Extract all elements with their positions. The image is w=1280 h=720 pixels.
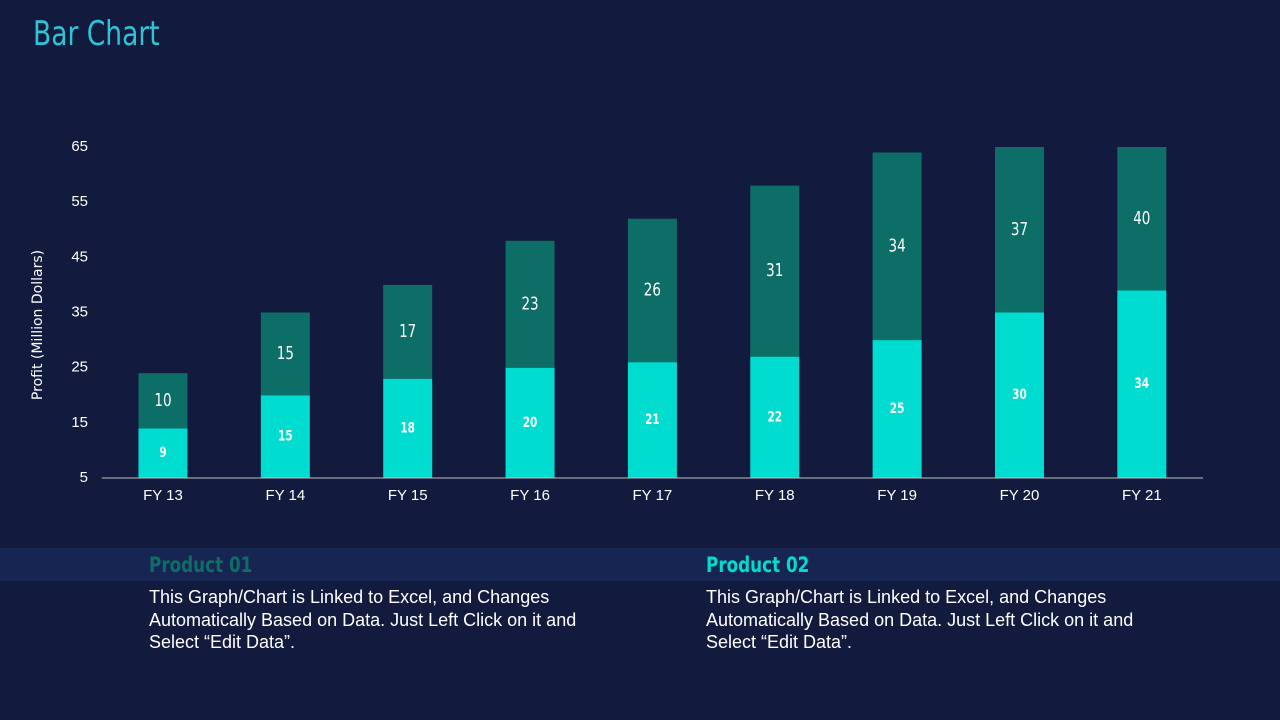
- data-label: 21: [645, 412, 660, 428]
- chart: Profit (Million Dollars) 5 15 25 35 45 55 65 FY…: [30, 138, 1203, 504]
- header-strip: [0, 548, 1280, 581]
- bar-segment: [505, 240, 555, 368]
- y-tick-label: 25: [71, 359, 88, 376]
- panel-heading: Product 02: [706, 553, 810, 577]
- bar-segment: [138, 373, 188, 429]
- bar-segment: [260, 395, 310, 478]
- bar-segment: [872, 152, 922, 341]
- bar-segment: [383, 284, 433, 379]
- data-label: 10: [154, 389, 171, 410]
- data-label: 15: [277, 342, 294, 363]
- y-axis-label: Profit (Million Dollars): [30, 250, 46, 400]
- x-tick-label: FY 15: [388, 487, 428, 504]
- panel-heading: Product 01: [149, 553, 253, 577]
- bars: [138, 147, 1167, 478]
- x-tick-label: FY 17: [633, 487, 673, 504]
- bar-segment: [505, 367, 555, 478]
- data-label: 15: [278, 428, 293, 444]
- y-tick-label: 55: [71, 193, 88, 210]
- data-label: 31: [766, 259, 783, 280]
- bar-segment: [627, 218, 677, 363]
- data-label: 40: [1133, 207, 1150, 228]
- x-tick-label: FY 18: [755, 487, 795, 504]
- x-tick-label: FY 14: [265, 487, 305, 504]
- bar-segment: [260, 312, 310, 396]
- data-label: 23: [521, 292, 538, 313]
- data-label: 25: [890, 401, 905, 417]
- data-label: 20: [523, 414, 538, 430]
- data-label: 22: [767, 409, 782, 425]
- bar-segment: [750, 185, 800, 357]
- x-tick-label: FY 20: [1000, 487, 1040, 504]
- bar-segment: [872, 340, 922, 478]
- y-tick-label: 15: [71, 414, 88, 431]
- data-label: 34: [1135, 376, 1150, 392]
- bar-segment: [994, 147, 1044, 313]
- y-tick-label: 65: [71, 138, 88, 155]
- bar-segment: [1117, 147, 1167, 291]
- bar-segment: [627, 362, 677, 478]
- slide-title: Bar Chart: [33, 14, 160, 54]
- bar-segment: [138, 428, 188, 478]
- data-label: 37: [1011, 218, 1028, 239]
- x-tick-label: FY 16: [510, 487, 550, 504]
- x-tick-label: FY 19: [877, 487, 917, 504]
- y-tick-label: 5: [80, 469, 88, 486]
- data-label: 9: [159, 445, 166, 461]
- data-label: 30: [1012, 387, 1027, 403]
- data-label: 34: [889, 234, 906, 255]
- x-tick-label: FY 13: [143, 487, 183, 504]
- x-tick-label: FY 21: [1122, 487, 1162, 504]
- data-label: 17: [399, 320, 416, 341]
- bar-segment: [1117, 290, 1167, 478]
- panel-text: This Graph/Chart is Linked to Excel, and…: [706, 587, 1134, 652]
- y-tick-label: 35: [71, 303, 88, 320]
- bar-segment: [750, 356, 800, 478]
- panel-text: This Graph/Chart is Linked to Excel, and…: [149, 587, 577, 652]
- data-label: 18: [400, 420, 415, 436]
- data-label: 26: [644, 279, 661, 300]
- bar-segment: [383, 378, 433, 478]
- bar-segment: [994, 312, 1044, 478]
- y-tick-label: 45: [71, 248, 88, 265]
